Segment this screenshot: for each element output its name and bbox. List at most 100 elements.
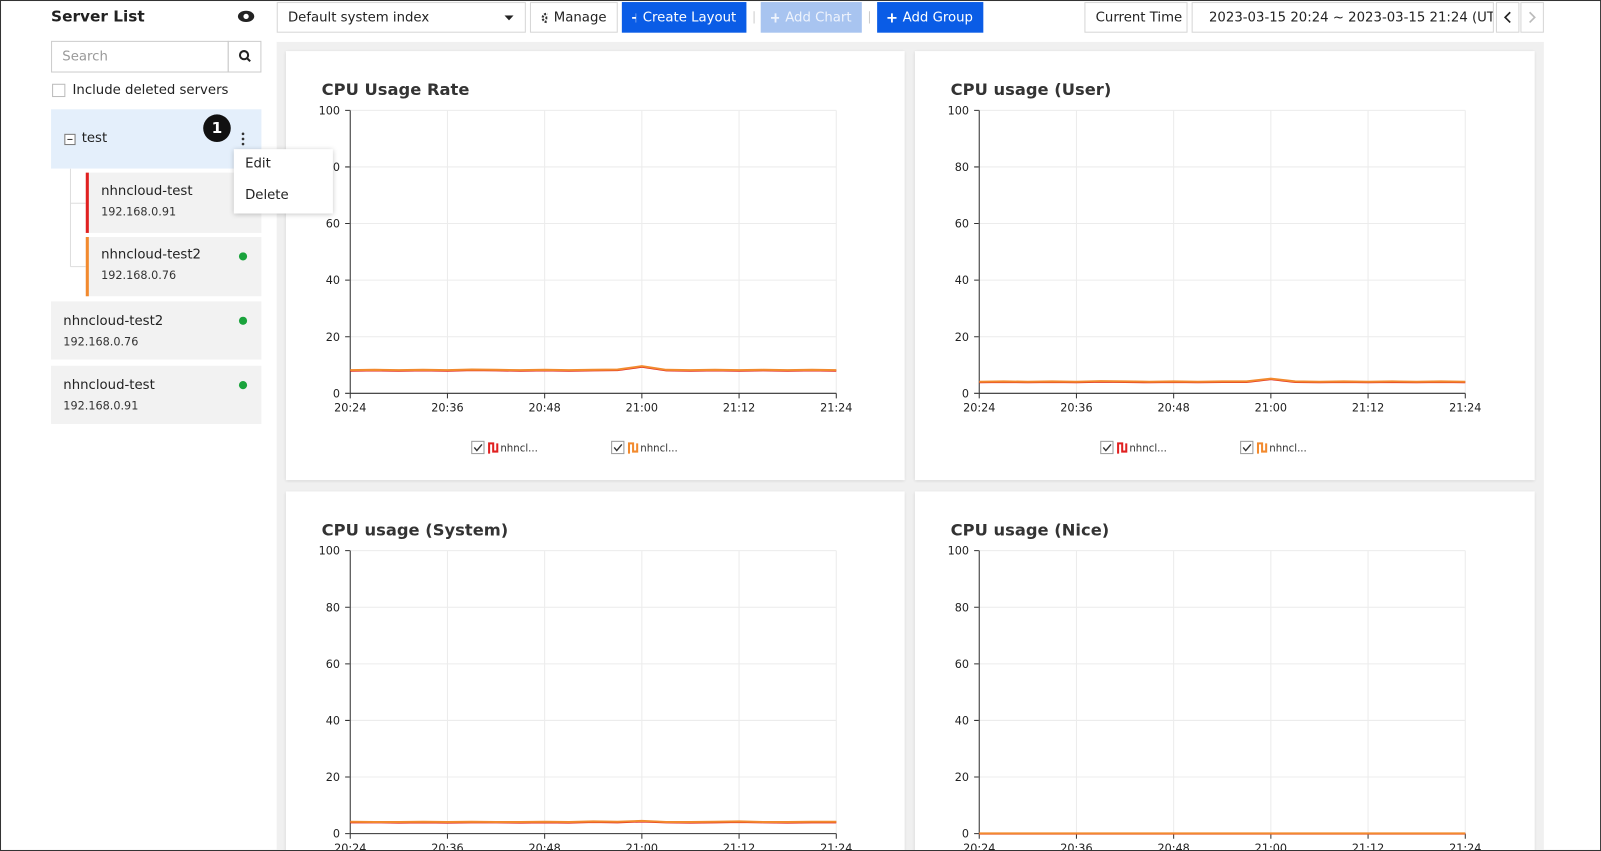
- y-tick-label: 80: [955, 161, 969, 174]
- chart: CPU usage (User) 0 20 40 60 80 100 20:24 20:36 20…: [948, 80, 1482, 455]
- add-chart-button: Add Chart: [760, 2, 862, 33]
- create-layout-button[interactable]: Create Layout: [621, 2, 747, 33]
- legend-check: [1242, 443, 1252, 452]
- legend-swatch: [1256, 442, 1268, 454]
- chart-card: CPU usage (Nice) 0 20 40 60 80 100 20:24 20:36 20…: [914, 491, 1535, 851]
- separator: [753, 11, 755, 24]
- server-ip: 192.168.0.76: [101, 268, 177, 282]
- separator: [868, 11, 870, 24]
- include-deleted-checkbox[interactable]: [52, 83, 66, 98]
- x-tick-label: 21:00: [626, 402, 658, 415]
- server-item[interactable]: nhncloud-test2 192.168.0.76: [51, 301, 262, 360]
- y-tick-label: 40: [326, 715, 340, 728]
- series-line: [979, 377, 1466, 383]
- current-time-button[interactable]: Current Time: [1084, 2, 1188, 33]
- x-tick-label: 21:12: [723, 842, 755, 851]
- chart-title: CPU usage (Nice): [951, 520, 1110, 539]
- chart-card: CPU Usage Rate02040608010020:2420:3620:4…: [285, 51, 905, 481]
- legend-checkbox[interactable]: [1240, 440, 1254, 455]
- time-range-text: 2023-03-15 20:24 ~ 2023-03-15 21:24 (UTC…: [1208, 9, 1494, 26]
- server-item[interactable]: nhncloud-test 192.168.0.91: [51, 365, 262, 424]
- x-tick-label: 20:48: [1157, 402, 1189, 415]
- series-line: [350, 819, 837, 824]
- x-tick-label: 20:24: [963, 402, 995, 415]
- search-input[interactable]: Search: [51, 40, 229, 73]
- legend-checkbox[interactable]: [1100, 440, 1114, 455]
- current-time-label: Current Time: [1095, 9, 1183, 26]
- legend-label: nhncl...: [1269, 444, 1307, 455]
- add-group-button[interactable]: Add Group: [877, 2, 984, 33]
- chevron-right: [1529, 11, 1536, 24]
- y-tick-label: 60: [326, 658, 340, 671]
- server-ip: 192.168.0.76: [63, 335, 139, 349]
- step-badge: 1: [203, 114, 231, 143]
- y-tick-label: 0: [962, 387, 969, 400]
- y-tick-label: 80: [326, 601, 340, 614]
- x-tick-label: 21:24: [1449, 402, 1481, 415]
- search-button[interactable]: [227, 40, 262, 73]
- group-server[interactable]: nhncloud-test2 192.168.0.76: [85, 237, 262, 297]
- x-tick-label: 20:36: [431, 402, 463, 415]
- legend-check: [613, 443, 623, 452]
- x-tick-label: 20:24: [963, 842, 995, 851]
- server-name: nhncloud-test2: [63, 313, 164, 329]
- y-tick-label: 0: [333, 387, 340, 400]
- x-tick-label: 21:12: [723, 402, 755, 415]
- y-tick-label: 40: [326, 274, 340, 287]
- x-tick-label: 21:00: [1255, 402, 1287, 415]
- x-tick-label: 20:36: [1060, 402, 1092, 415]
- x-tick-label: 21:00: [626, 842, 658, 851]
- manage-label: Manage: [553, 9, 607, 26]
- legend-label: nhncl...: [640, 444, 678, 455]
- sidebar-title: Server List: [51, 7, 145, 26]
- y-tick-label: 20: [326, 771, 340, 784]
- menu-delete[interactable]: Delete: [245, 187, 289, 204]
- plus-icon: [887, 12, 897, 22]
- group-server[interactable]: nhncloud-test 192.168.0.91: [85, 172, 262, 233]
- legend-label: nhncl...: [500, 444, 538, 455]
- y-tick-label: 20: [955, 771, 969, 784]
- y-tick-label: 40: [955, 274, 969, 287]
- search-placeholder: Search: [62, 49, 108, 65]
- y-tick-label: 80: [955, 601, 969, 614]
- add-chart-label: Add Chart: [785, 9, 852, 26]
- manage-button[interactable]: Manage: [529, 2, 618, 33]
- x-tick-label: 20:24: [334, 842, 366, 851]
- y-tick-label: 20: [326, 331, 340, 344]
- server-name: nhncloud-test2: [101, 247, 202, 263]
- legend-swatch: [488, 442, 499, 454]
- chart-title: CPU usage (System): [322, 520, 509, 539]
- chart-card: CPU usage (System) 0 20 40 60 80 100 20:24 20:36…: [285, 491, 905, 851]
- legend-check: [1102, 443, 1112, 452]
- prev-button[interactable]: [1495, 2, 1520, 33]
- caret: [504, 15, 514, 21]
- collapse-toggle[interactable]: [64, 133, 76, 146]
- server-name: nhncloud-test: [63, 377, 155, 394]
- group-row[interactable]: test 1: [51, 109, 262, 169]
- x-tick-label: 21:00: [1255, 842, 1287, 851]
- tree-lines: [69, 168, 86, 268]
- index-select-text: Default system index: [287, 9, 430, 26]
- eye-icon[interactable]: [237, 9, 255, 23]
- create-layout-label: Create Layout: [642, 9, 737, 26]
- chart-title: CPU usage (User): [951, 80, 1112, 99]
- group-name: test: [81, 130, 108, 147]
- chart: CPU usage (System) 0 20 40 60 80 100 20:24 20:36…: [319, 520, 853, 851]
- next-button: [1520, 2, 1544, 33]
- add-group-label: Add Group: [902, 9, 973, 26]
- index-select[interactable]: Default system index: [276, 2, 526, 33]
- time-range-picker[interactable]: 2023-03-15 20:24 ~ 2023-03-15 21:24 (UTC…: [1191, 2, 1494, 33]
- status-dot: [238, 252, 248, 261]
- kebab-menu[interactable]: [239, 132, 247, 146]
- menu-edit[interactable]: Edit: [245, 156, 271, 172]
- server-ip: 192.168.0.91: [63, 399, 139, 413]
- status-dot: [238, 316, 248, 325]
- chart: CPU usage (Nice) 0 20 40 60 80 100 20:24 20:36 20…: [948, 520, 1482, 851]
- legend-checkbox[interactable]: [471, 440, 485, 455]
- search-icon: [238, 50, 251, 63]
- y-tick-label: 0: [333, 828, 340, 841]
- y-tick-label: 20: [955, 331, 969, 344]
- legend-checkbox[interactable]: [611, 440, 625, 455]
- x-tick-label: 20:36: [431, 842, 463, 851]
